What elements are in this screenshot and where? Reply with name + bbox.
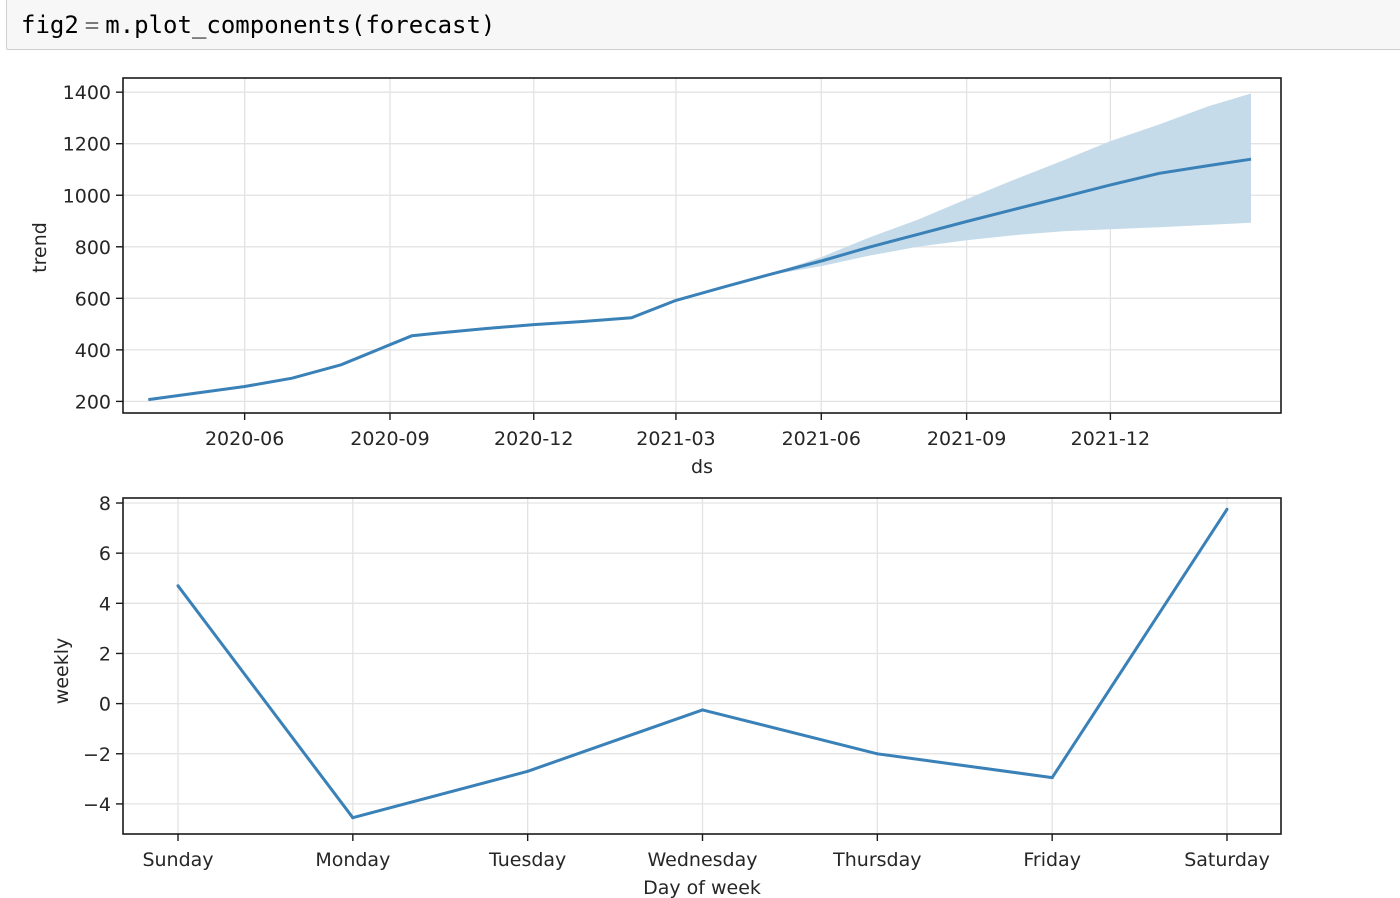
- weekly-point: [1050, 776, 1054, 780]
- weekly-x-tick-label: Sunday: [142, 849, 213, 871]
- weekly-x-axis-label: Day of week: [643, 877, 761, 898]
- trend-uncertainty-band: [747, 93, 1251, 279]
- weekly-point: [176, 584, 180, 588]
- weekly-y-tick-label: 2: [99, 643, 111, 665]
- trend-y-tick-label: 800: [75, 237, 111, 259]
- weekly-y-tick-label: 4: [99, 593, 111, 615]
- weekly-point: [351, 816, 355, 820]
- weekly-x-tick-label: Saturday: [1184, 849, 1270, 871]
- weekly-chart: Sunday Monday Tuesday Wednesday Thursday Frid…: [51, 493, 1282, 898]
- trend-chart: 2020-06 2020-09 2020-12 2021-03 2021-06 2021-…: [29, 77, 1282, 478]
- trend-y-tick-label: 400: [75, 340, 111, 362]
- weekly-x-tick-label: Tuesday: [488, 849, 566, 871]
- trend-y-tick-label: 1400: [63, 82, 111, 104]
- weekly-y-tick-label: 8: [99, 493, 111, 515]
- code-operator: =: [84, 11, 100, 39]
- weekly-point: [875, 752, 879, 756]
- trend-y-tick-label: 200: [75, 391, 111, 413]
- trend-x-tick-label: 2020-06: [205, 428, 284, 450]
- weekly-x-tick-label: Thursday: [832, 849, 921, 871]
- weekly-point: [1225, 507, 1229, 511]
- weekly-y-tick-label: 0: [99, 694, 111, 716]
- weekly-point: [526, 769, 530, 773]
- trend-y-axis-label: trend: [29, 222, 51, 273]
- trend-x-tick-label: 2021-09: [927, 428, 1006, 450]
- weekly-point: [701, 708, 704, 712]
- trend-x-tick-label: 2021-12: [1071, 428, 1150, 450]
- weekly-x-tick-label: Friday: [1023, 849, 1081, 871]
- trend-x-tick-label: 2021-03: [636, 428, 715, 450]
- code-line[interactable]: fig2 = m.plot_components(forecast): [21, 8, 495, 42]
- code-call: .plot_components(forecast): [119, 11, 496, 39]
- weekly-y-tick-label: −2: [83, 744, 111, 766]
- weekly-y-tick-label: 6: [99, 543, 111, 565]
- trend-y-tick-label: 600: [75, 288, 111, 310]
- trend-y-tick-label: 1000: [63, 185, 111, 207]
- trend-x-axis-label: ds: [691, 456, 713, 478]
- weekly-x-tick-label: Wednesday: [647, 849, 757, 871]
- trend-plot-frame: [122, 77, 1282, 414]
- weekly-x-tick-label: Monday: [315, 849, 390, 871]
- weekly-y-axis-label: weekly: [51, 638, 73, 704]
- weekly-y-tick-label: −4: [83, 794, 111, 816]
- trend-line: [148, 157, 1252, 402]
- trend-x-tick-label: 2020-09: [350, 428, 429, 450]
- trend-y-tick-label: 1200: [63, 134, 111, 156]
- trend-x-tick-label: 2020-12: [494, 428, 573, 450]
- code-object: m: [105, 11, 120, 39]
- trend-x-tick-label: 2021-06: [782, 428, 861, 450]
- code-variable: fig2: [21, 11, 79, 39]
- code-cell[interactable]: fig2 = m.plot_components(forecast): [6, 0, 1400, 50]
